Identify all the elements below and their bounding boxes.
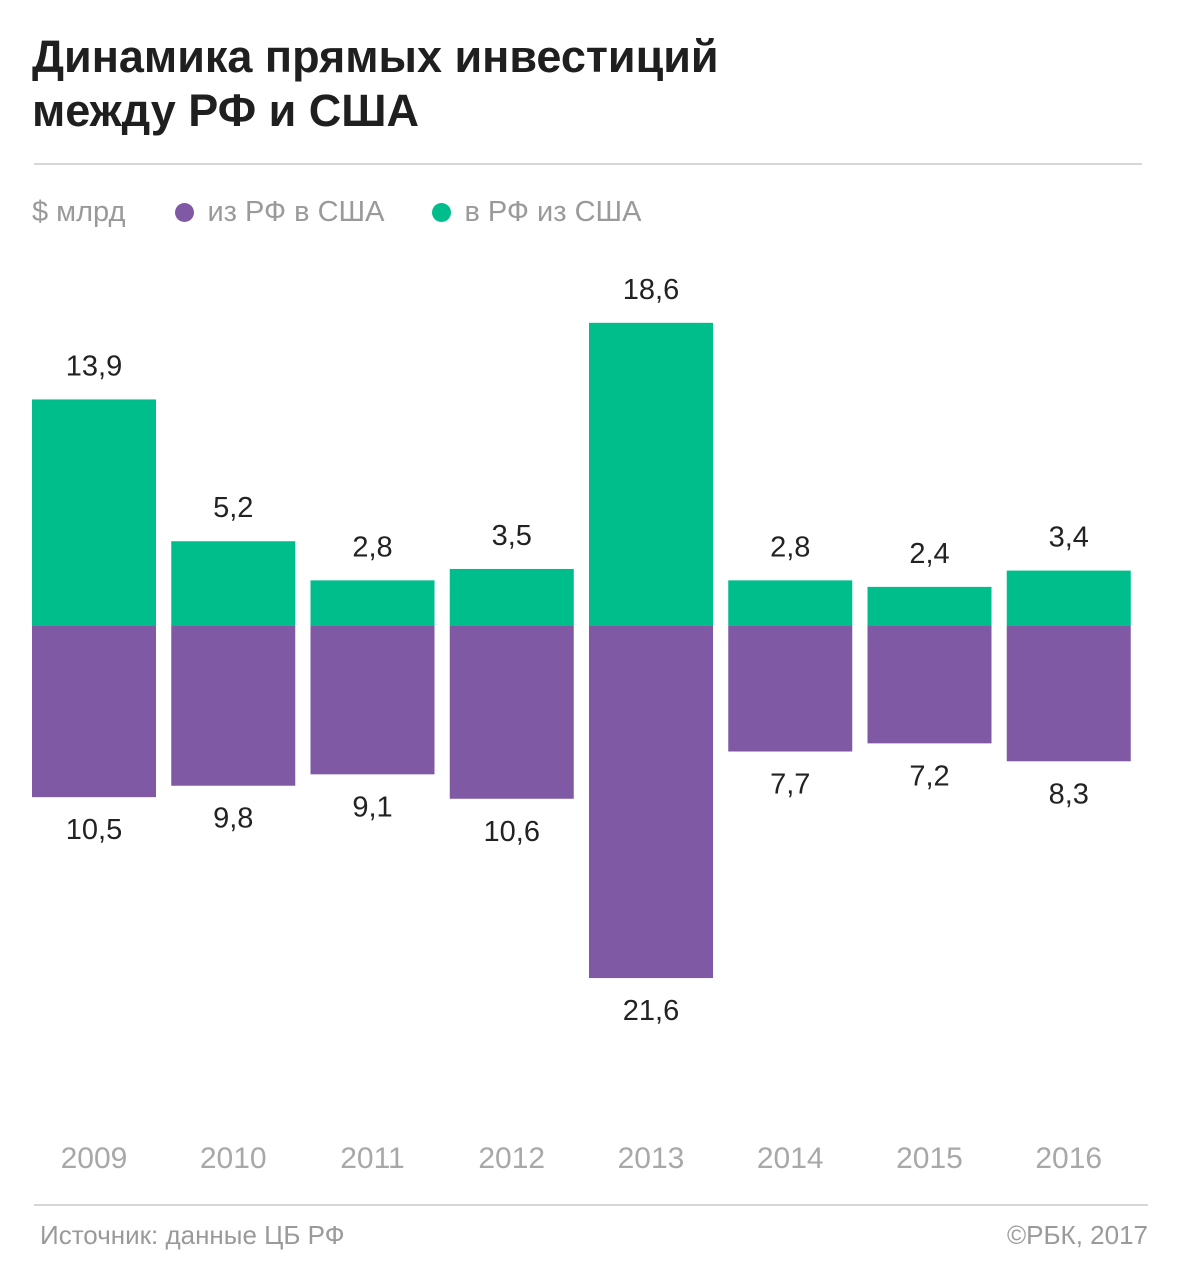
title-line-1: Динамика прямых инвестиций <box>32 31 719 82</box>
x-tick-label-2013: 2013 <box>618 1142 685 1175</box>
bar-inflow-2010 <box>171 541 296 626</box>
x-tick-label-2010: 2010 <box>200 1142 267 1175</box>
value-label-inflow-2009: 13,9 <box>66 350 122 382</box>
bar-inflow-2013 <box>589 322 713 626</box>
title-line-2: между РФ и США <box>32 85 419 136</box>
copyright: ©РБК, 2017 <box>1007 1220 1148 1250</box>
bar-outflow-2012 <box>449 626 574 799</box>
bar-outflow-2010 <box>171 626 296 786</box>
value-label-outflow-2010: 9,8 <box>213 803 253 835</box>
bar-outflow-2014 <box>728 626 853 752</box>
x-tick-label-2012: 2012 <box>478 1142 545 1175</box>
value-label-outflow-2009: 10,5 <box>66 814 122 846</box>
bar-outflow-2009 <box>32 626 156 798</box>
legend: $ млрд из РФ в США в РФ из США <box>32 192 689 232</box>
x-tick-label-2011: 2011 <box>340 1142 405 1175</box>
bar-inflow-2009 <box>32 399 156 626</box>
bar-inflow-2016 <box>1006 570 1131 626</box>
value-label-inflow-2016: 3,4 <box>1049 522 1089 554</box>
bar-outflow-2016 <box>1006 626 1131 762</box>
value-label-outflow-2012: 10,6 <box>484 816 540 848</box>
bar-inflow-2015 <box>867 586 992 626</box>
legend-item-inflow: в РФ из США <box>432 196 641 229</box>
unit-label: $ млрд <box>32 195 126 228</box>
legend-label-outflow: из РФ в США <box>207 195 385 228</box>
value-label-inflow-2010: 5,2 <box>213 492 253 524</box>
bar-outflow-2011 <box>310 626 435 775</box>
value-label-inflow-2013: 18,6 <box>623 274 679 306</box>
x-tick-label-2015: 2015 <box>896 1142 963 1175</box>
legend-item-outflow: из РФ в США <box>175 196 384 229</box>
value-label-inflow-2014: 2,8 <box>770 531 810 563</box>
legend-dot-outflow <box>175 202 195 222</box>
value-label-inflow-2015: 2,4 <box>909 538 949 570</box>
source-note: Источник: данные ЦБ РФ <box>40 1220 345 1250</box>
legend-label-inflow: в РФ из США <box>464 195 642 228</box>
bar-inflow-2012 <box>449 568 574 626</box>
bottom-divider <box>34 1204 1148 1206</box>
chart-title: Динамика прямых инвестиций между РФ и СШ… <box>32 30 719 138</box>
value-label-outflow-2016: 8,3 <box>1049 778 1089 810</box>
value-label-outflow-2014: 7,7 <box>770 769 810 801</box>
x-tick-label-2016: 2016 <box>1035 1142 1102 1175</box>
bar-outflow-2015 <box>867 626 992 744</box>
legend-dot-inflow <box>432 202 452 222</box>
value-label-outflow-2013: 21,6 <box>623 995 679 1027</box>
value-label-inflow-2011: 2,8 <box>352 531 392 563</box>
bar-inflow-2014 <box>728 580 853 626</box>
top-divider <box>34 163 1142 165</box>
value-label-outflow-2015: 7,2 <box>909 760 949 792</box>
bar-inflow-2011 <box>310 580 435 626</box>
bar-outflow-2013 <box>589 626 713 979</box>
x-tick-label-2014: 2014 <box>757 1142 824 1175</box>
value-label-inflow-2012: 3,5 <box>492 520 532 552</box>
value-label-outflow-2011: 9,1 <box>352 791 392 823</box>
x-tick-label-2009: 2009 <box>61 1142 128 1175</box>
